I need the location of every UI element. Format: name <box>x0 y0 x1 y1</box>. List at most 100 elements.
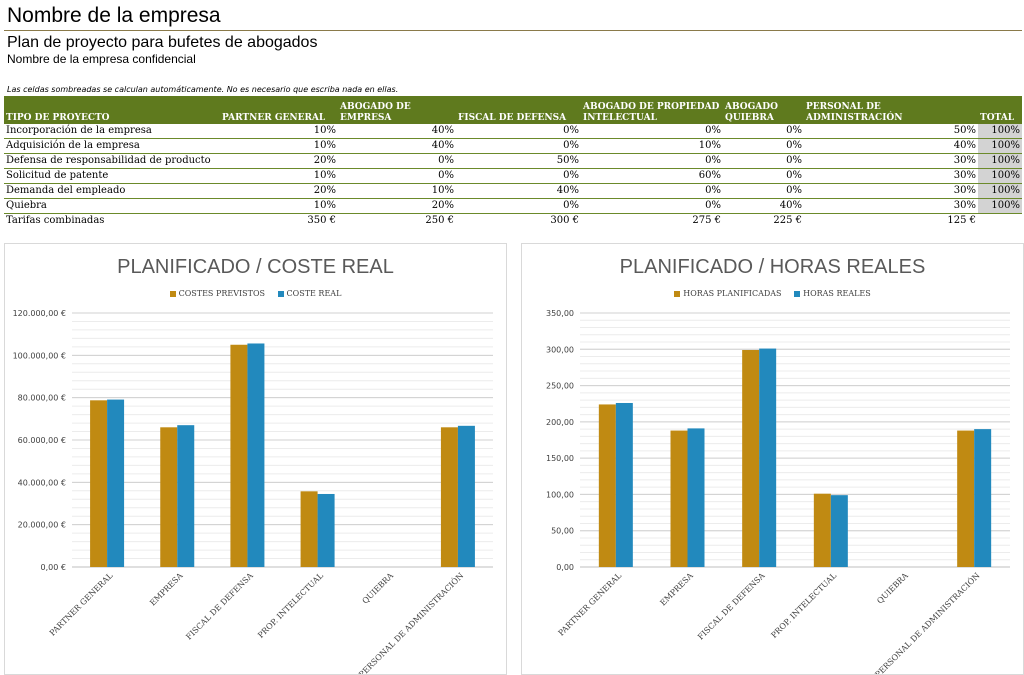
percent-cell[interactable]: 10% <box>220 138 338 154</box>
bar-actual[interactable] <box>177 425 195 567</box>
rate-cell[interactable]: 350 € <box>307 215 336 226</box>
rate-cell[interactable]: 300 € <box>550 215 579 226</box>
percent-cell[interactable]: 0% <box>723 124 804 139</box>
hours-chart[interactable]: PLANIFICADO / HORAS REALES HORAS PLANIFI… <box>521 243 1024 675</box>
bar-planned[interactable] <box>957 430 975 567</box>
percent-cell[interactable]: 0% <box>581 153 723 169</box>
legend-item-actual-cost[interactable]: COSTE REAL <box>277 289 342 298</box>
percent-cell[interactable]: 30% <box>804 153 978 169</box>
percent-cell[interactable]: 0% <box>723 138 804 154</box>
percent-cell[interactable]: 0% <box>723 168 804 184</box>
project-type-cell[interactable]: Adquisición de la empresa <box>4 138 220 154</box>
percent-cell[interactable]: 40% <box>338 124 456 139</box>
bar-actual[interactable] <box>615 402 633 567</box>
bar-actual[interactable] <box>974 429 992 567</box>
percent-cell[interactable]: 0% <box>723 183 804 199</box>
legend-label: COSTE REAL <box>286 289 342 298</box>
percent-cell[interactable]: 30% <box>804 168 978 184</box>
legend-label: HORAS REALES <box>803 289 871 298</box>
project-type-cell[interactable]: Solicitud de patente <box>4 168 220 184</box>
bar-planned[interactable] <box>598 404 616 567</box>
bar-actual[interactable] <box>759 348 777 567</box>
legend-item-planned-cost[interactable]: COSTES PREVISTOS <box>169 289 265 298</box>
company-confidential: Nombre de la empresa confidencial <box>7 52 196 66</box>
percent-cell[interactable]: 0% <box>456 124 581 139</box>
legend-item-planned-hours[interactable]: HORAS PLANIFICADAS <box>674 289 782 298</box>
project-type-cell[interactable]: Defensa de responsabilidad de producto <box>4 153 220 169</box>
bar-planned[interactable] <box>813 493 831 567</box>
bar-actual[interactable] <box>317 493 335 567</box>
percent-cell[interactable]: 40% <box>804 138 978 154</box>
bar-planned[interactable] <box>300 491 318 567</box>
bar-actual[interactable] <box>687 428 705 567</box>
combined-rates-label[interactable]: Tarifas combinadas <box>6 215 105 226</box>
x-tick-label: FISCAL DE DEFENSA <box>184 571 255 642</box>
total-cell[interactable]: 100% <box>978 168 1022 184</box>
total-cell[interactable]: 100% <box>978 124 1022 139</box>
percent-cell[interactable]: 0% <box>338 168 456 184</box>
project-table: TIPO DE PROYECTO PARTNER GENERAL ABOGADO D… <box>4 96 1022 228</box>
percent-cell[interactable]: 30% <box>804 183 978 199</box>
percent-cell[interactable]: 0% <box>581 198 723 214</box>
percent-cell[interactable]: 60% <box>581 168 723 184</box>
total-cell[interactable]: 100% <box>978 138 1022 154</box>
legend-item-actual-hours[interactable]: HORAS REALES <box>794 289 871 298</box>
rate-cell[interactable] <box>978 214 1022 229</box>
bar-actual[interactable] <box>457 425 475 567</box>
project-type-cell[interactable]: Incorporación de la empresa <box>4 124 220 139</box>
percent-cell[interactable]: 0% <box>581 124 723 139</box>
percent-cell[interactable]: 0% <box>456 198 581 214</box>
cost-chart[interactable]: PLANIFICADO / COSTE REAL COSTES PREVISTO… <box>4 243 507 675</box>
company-title: Nombre de la empresa <box>7 4 221 27</box>
title-divider <box>4 30 1022 31</box>
percent-cell[interactable]: 10% <box>581 138 723 154</box>
project-type-cell[interactable]: Quiebra <box>4 198 220 214</box>
percent-cell[interactable]: 40% <box>338 138 456 154</box>
percent-cell[interactable]: 0% <box>456 168 581 184</box>
percent-cell[interactable]: 40% <box>456 183 581 199</box>
hours-chart-plot: 0,00 50,00 100,00 150,00 200,00 250,00 300,00 3… <box>546 309 1010 674</box>
legend-swatch-planned <box>169 291 176 297</box>
legend-label: COSTES PREVISTOS <box>178 289 265 298</box>
percent-cell[interactable]: 30% <box>804 198 978 214</box>
bar-actual[interactable] <box>247 343 265 567</box>
percent-cell[interactable]: 10% <box>220 124 338 139</box>
percent-cell[interactable]: 0% <box>581 183 723 199</box>
bar-planned[interactable] <box>90 400 108 567</box>
percent-cell[interactable]: 10% <box>220 168 338 184</box>
percent-cell[interactable]: 0% <box>456 138 581 154</box>
percent-cell[interactable]: 10% <box>220 198 338 214</box>
bar-planned[interactable] <box>742 350 760 567</box>
rate-cell[interactable]: 250 € <box>425 215 454 226</box>
bar-actual[interactable] <box>830 495 848 567</box>
percent-cell[interactable]: 40% <box>723 198 804 214</box>
percent-cell[interactable]: 10% <box>338 183 456 199</box>
x-tick-label: FISCAL DE DEFENSA <box>696 571 767 642</box>
percent-cell[interactable]: 20% <box>220 153 338 169</box>
percent-cell[interactable]: 20% <box>338 198 456 214</box>
bar-planned[interactable] <box>670 430 688 567</box>
bar-actual[interactable] <box>107 399 125 567</box>
x-tick-label: PARTNER GENERAL <box>48 571 115 638</box>
total-cell[interactable]: 100% <box>978 183 1022 199</box>
legend-swatch-actual <box>794 291 801 297</box>
bar-planned[interactable] <box>230 344 248 567</box>
project-type-cell[interactable]: Demanda del empleado <box>4 183 220 199</box>
bar-planned[interactable] <box>160 427 178 567</box>
total-cell[interactable]: 100% <box>978 153 1022 169</box>
cost-chart-title: PLANIFICADO / COSTE REAL <box>117 256 394 278</box>
table-row: Solicitud de patente 10% 0% 0% 60% 0% 30% 100% <box>4 168 1022 184</box>
total-cell[interactable]: 100% <box>978 198 1022 214</box>
rate-cell[interactable]: 125 € <box>947 215 976 226</box>
rate-cell[interactable]: 275 € <box>692 215 721 226</box>
y-tick-label: 0,00 <box>556 563 574 572</box>
x-tick-label: PROP. INTELECTUAL <box>769 571 838 640</box>
column-header: TIPO DE PROYECTO <box>4 96 220 124</box>
percent-cell[interactable]: 20% <box>220 183 338 199</box>
percent-cell[interactable]: 50% <box>456 153 581 169</box>
rate-cell[interactable]: 225 € <box>773 215 802 226</box>
percent-cell[interactable]: 0% <box>723 153 804 169</box>
bar-planned[interactable] <box>440 427 458 567</box>
percent-cell[interactable]: 50% <box>804 124 978 139</box>
percent-cell[interactable]: 0% <box>338 153 456 169</box>
